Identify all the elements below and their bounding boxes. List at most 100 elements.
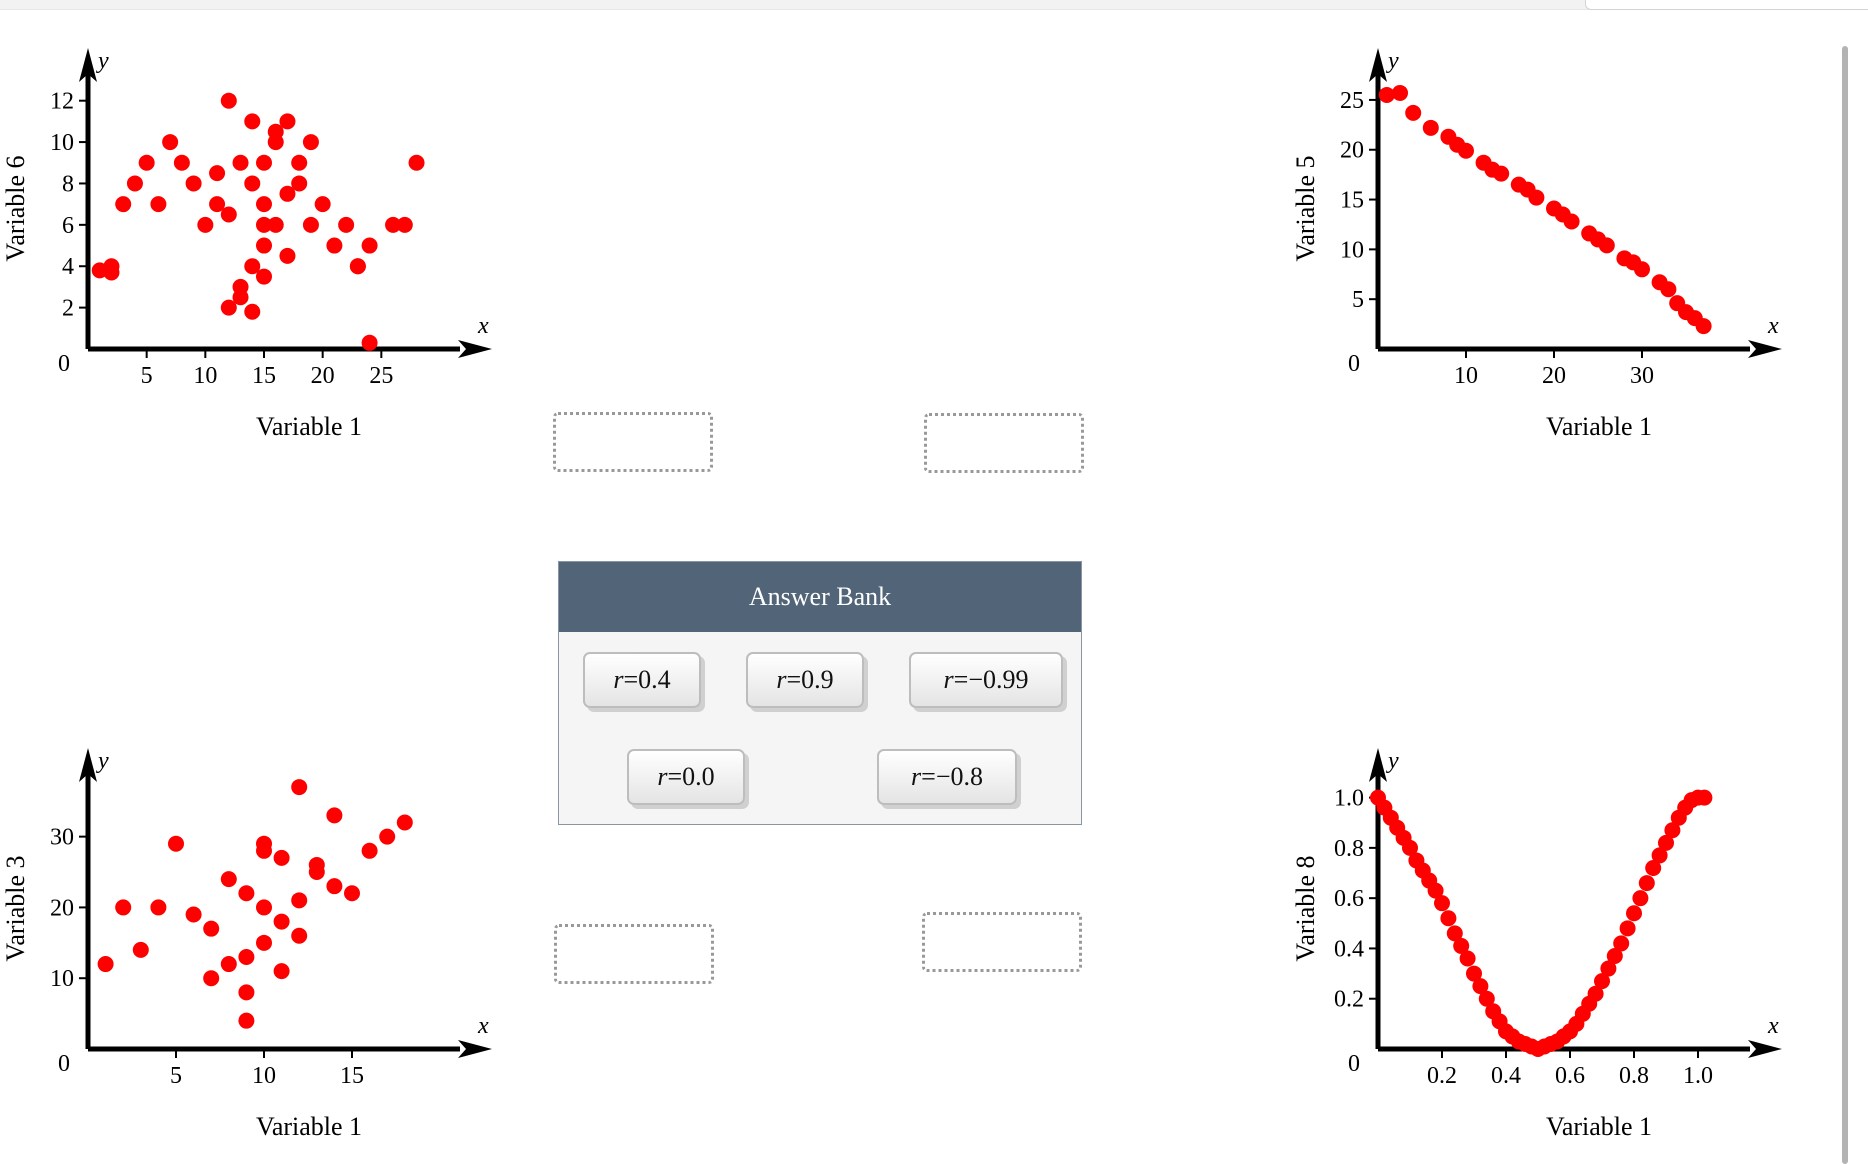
chip-eq: =	[953, 665, 969, 694]
x-tick-label: 30	[1630, 363, 1654, 389]
data-point	[279, 113, 296, 130]
data-point	[326, 237, 343, 254]
data-point	[349, 258, 366, 275]
data-point	[1696, 789, 1713, 806]
data-point	[256, 216, 272, 233]
data-point	[396, 216, 413, 233]
x-axis-title: Variable 1	[256, 1112, 362, 1141]
answer-chip-neg-0-8[interactable]: r = −0.8	[877, 749, 1017, 805]
data-point	[1484, 161, 1501, 178]
origin-label: 0	[1348, 351, 1360, 377]
data-point	[396, 814, 413, 831]
data-point	[1453, 937, 1470, 954]
x-tick-label: 1.0	[1683, 1063, 1713, 1089]
y-tick-label: 10	[50, 966, 74, 992]
origin-label: 0	[58, 351, 70, 377]
y-tick-label: 20	[50, 895, 74, 921]
y-axis-title: Variable 5	[1291, 155, 1320, 261]
x-tick-label: 5	[170, 1063, 182, 1089]
data-point	[1466, 965, 1482, 982]
data-point	[291, 175, 308, 192]
data-point	[256, 934, 272, 951]
data-point	[244, 258, 261, 275]
data-point	[1651, 847, 1668, 864]
chip-var: r	[943, 665, 954, 694]
y-tick-label: 10	[1340, 237, 1364, 263]
data-point	[1392, 84, 1408, 101]
x-axis-letter: x	[1767, 313, 1779, 339]
data-point	[1625, 254, 1642, 271]
drop-target-top-right[interactable]	[924, 413, 1084, 473]
x-axis-arrow	[1748, 1040, 1782, 1058]
data-point	[408, 154, 425, 171]
data-point	[220, 206, 237, 223]
chip-eq: =	[921, 762, 936, 791]
data-point	[203, 920, 220, 937]
drop-target-bottom-left[interactable]	[554, 924, 714, 984]
y-axis-arrow	[1369, 48, 1387, 82]
x-tick-label: 25	[369, 363, 393, 389]
y-tick-label: 2	[62, 296, 74, 322]
data-point	[1446, 925, 1463, 942]
scatter-plot-variable-8: 0.2 0.4 0.6 0.8 1.0 0.2 0.4 0.6 0.8 1.0 0 x y Variabl…	[1291, 748, 1782, 1141]
data-point	[1600, 960, 1617, 977]
data-point	[291, 779, 308, 796]
y-tick-label: 8	[62, 171, 74, 197]
y-axis-title: Variable 3	[1, 855, 30, 961]
data-point	[126, 175, 143, 192]
x-axis-letter: x	[1767, 1013, 1779, 1039]
data-point	[132, 941, 149, 958]
data-point	[1658, 834, 1674, 851]
y-axis-arrow	[1369, 748, 1387, 782]
x-axis-arrow	[458, 340, 492, 358]
chip-value: 0.0	[682, 762, 715, 791]
data-point	[361, 237, 378, 254]
y-tick-label: 15	[1340, 188, 1364, 214]
x-tick-label: 10	[1454, 363, 1478, 389]
y-tick-label: 0.2	[1334, 987, 1364, 1013]
data-point	[209, 165, 226, 182]
data-point	[379, 828, 396, 845]
data-point	[385, 216, 402, 233]
data-point	[291, 892, 308, 909]
data-point	[150, 196, 167, 213]
data-point	[238, 948, 255, 965]
chip-eq: =	[786, 665, 802, 694]
y-axis-arrow	[79, 748, 97, 782]
answer-chip-neg-0-99[interactable]: r = −0.99	[909, 652, 1063, 708]
data-point	[220, 956, 237, 973]
drop-target-bottom-right[interactable]	[922, 912, 1082, 972]
data-point	[103, 264, 120, 281]
x-axis-title: Variable 1	[1546, 412, 1652, 441]
y-tick-label: 0.6	[1334, 886, 1364, 912]
vertical-scrollbar[interactable]	[1842, 46, 1848, 1164]
data-point	[291, 154, 308, 171]
data-point	[273, 913, 290, 930]
y-axis-letter: y	[96, 748, 109, 774]
y-tick-label: 12	[50, 89, 74, 115]
data-point	[1632, 890, 1649, 907]
data-point	[1664, 822, 1681, 839]
data-point	[302, 216, 319, 233]
answer-chip-0-4[interactable]: r = 0.4	[583, 652, 701, 708]
data-point	[1422, 119, 1439, 136]
data-point	[150, 899, 167, 916]
top-tab[interactable]	[1585, 0, 1868, 10]
x-axis-title: Variable 1	[256, 412, 362, 441]
y-tick-label: 20	[1340, 138, 1364, 164]
data-point	[273, 849, 290, 866]
data-point	[238, 885, 255, 902]
answer-chip-0-9[interactable]: r = 0.9	[746, 652, 864, 708]
data-point	[185, 906, 202, 923]
chip-var: r	[776, 665, 787, 694]
data-point	[1472, 978, 1489, 995]
chip-eq: =	[667, 762, 683, 791]
x-tick-label: 0.4	[1491, 1063, 1521, 1089]
y-tick-label: 6	[62, 213, 74, 239]
data-point	[1478, 990, 1495, 1007]
drop-target-top-left[interactable]	[553, 412, 713, 472]
answer-chip-0-0[interactable]: r = 0.0	[627, 749, 745, 805]
data-point	[220, 871, 237, 888]
data-point	[244, 113, 261, 130]
y-axis-title: Variable 6	[1, 155, 30, 261]
